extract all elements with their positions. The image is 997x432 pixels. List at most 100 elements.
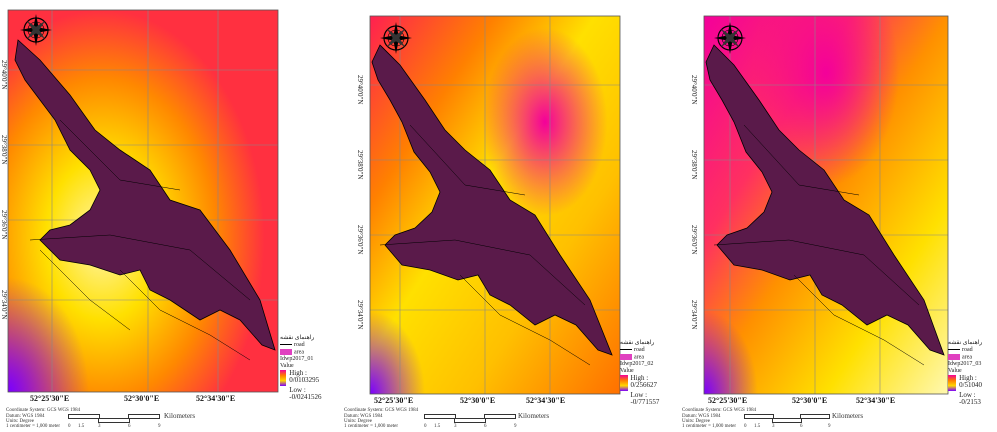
- legend-item: Idwp2017_02: [620, 361, 654, 368]
- lon-label: 52°25'30"E: [30, 394, 70, 403]
- lon-label: 52°25'30"E: [374, 396, 414, 405]
- scale-tick: 3: [98, 424, 101, 429]
- road-swatch: [280, 344, 292, 346]
- legend-value-label: Value: [620, 368, 634, 375]
- map-panel-1: 29°40'0"N 29°38'0"N 29°36'0"N 29°34'0"N …: [0, 0, 322, 432]
- idw-map-1: [7, 9, 279, 393]
- scale-bar: Kilometers 1 centimeter = 1,000 meter 0 …: [6, 412, 206, 432]
- lat-label: 29°36'0"N: [690, 225, 698, 255]
- road-network: [713, 124, 925, 366]
- legend-item: road: [294, 342, 305, 348]
- meta-line: Units: Degree: [682, 419, 710, 424]
- scale-prefix: 1 centimeter = 1,000 meter: [344, 424, 399, 429]
- scale-unit: Kilometers: [164, 412, 196, 420]
- scale-tick: 1.5: [78, 424, 85, 429]
- legend-item: road: [634, 347, 645, 353]
- city-footprint: [705, 44, 945, 356]
- lat-label: 29°40'0"N: [356, 75, 364, 105]
- legend-item: area: [294, 349, 304, 356]
- scale-segment: [128, 414, 160, 419]
- scale-prefix: 1 centimeter = 1,000 meter: [6, 424, 61, 429]
- city-footprint: [371, 44, 613, 356]
- meta-line: Coordinate System: GCS WGS 1984: [682, 408, 757, 413]
- area-swatch: [620, 354, 632, 360]
- legend-item: Idwp2017_03: [948, 361, 982, 368]
- scale-segment: [484, 414, 516, 419]
- meta-line: Datum: WGS 1984: [6, 413, 45, 419]
- scale-tick: 6: [128, 424, 131, 429]
- scale-tick: 6: [484, 424, 487, 429]
- scale-bar: Kilometers 1 centimeter = 1,000 meter 0 …: [682, 412, 882, 432]
- map-legend: راهنمای نقشه road area Idwp2017_02 Value…: [620, 340, 670, 406]
- scale-tick: 1.5: [434, 424, 441, 429]
- map-metadata: Coordinate System: GCS WGS 1984 Datum: W…: [6, 408, 80, 425]
- legend-item: Idwp2017_01: [280, 356, 314, 363]
- lat-label: 29°34'0"N: [356, 300, 364, 330]
- scale-segment: [98, 418, 130, 423]
- meta-line: Coordinate System: GCS WGS 1984: [6, 408, 81, 413]
- map-legend: راهنمای نقشه road area Idwp2017_01 Value…: [280, 335, 324, 401]
- scale-tick: 6: [800, 424, 803, 429]
- legend-value-label: Value: [948, 368, 962, 375]
- scale-tick: 1.5: [754, 424, 761, 429]
- legend-title: راهنمای نقشه: [280, 335, 315, 341]
- scale-segment: [68, 414, 100, 419]
- legend-item: area: [962, 354, 972, 361]
- lon-label: 52°30'0"E: [792, 396, 828, 405]
- lon-label: 52°34'30"E: [526, 396, 566, 405]
- meta-line: Units: Degree: [6, 419, 34, 424]
- lon-label: 52°25'30"E: [708, 396, 748, 405]
- lat-label: 29°34'0"N: [0, 290, 8, 320]
- area-swatch: [280, 349, 292, 355]
- lon-label: 52°30'0"E: [124, 394, 160, 403]
- scale-tick: 0: [744, 424, 747, 429]
- meta-line: Units: Degree: [344, 419, 372, 424]
- scale-tick: 9: [158, 424, 161, 429]
- scale-tick: 9: [828, 424, 831, 429]
- scale-tick: 0: [424, 424, 427, 429]
- legend-item: road: [962, 347, 973, 353]
- map-panel-2: 29°40'0"N 29°38'0"N 29°36'0"N 29°34'0"N …: [340, 0, 670, 432]
- road-swatch: [620, 349, 632, 351]
- scale-segment: [772, 418, 802, 423]
- scale-tick: 3: [772, 424, 775, 429]
- lon-label: 52°34'30"E: [196, 394, 236, 403]
- lat-label: 29°38'0"N: [690, 150, 698, 180]
- legend-title: راهنمای نقشه: [948, 340, 983, 346]
- scale-tick: 0: [68, 424, 71, 429]
- scale-segment: [744, 414, 774, 419]
- lon-label: 52°30'0"E: [460, 396, 496, 405]
- legend-title: راهنمای نقشه: [620, 340, 655, 346]
- scale-segment: [454, 418, 486, 423]
- map-metadata: Coordinate System: GCS WGS 1984 Datum: W…: [682, 408, 756, 425]
- color-ramp: [620, 375, 628, 392]
- lat-label: 29°34'0"N: [690, 300, 698, 330]
- road-swatch: [948, 349, 960, 351]
- area-swatch: [948, 354, 960, 360]
- lat-label: 29°38'0"N: [356, 150, 364, 180]
- lat-label: 29°40'0"N: [690, 75, 698, 105]
- color-ramp: [948, 375, 957, 392]
- lat-label: 29°38'0"N: [0, 135, 8, 165]
- idw-map-3: [703, 15, 949, 395]
- color-ramp: [280, 370, 287, 387]
- legend-high: High : 0/256627: [630, 374, 657, 390]
- map-legend: راهنمای نقشه road area Idwp2017_03 Value…: [948, 340, 997, 406]
- north-arrow-icon: [20, 14, 52, 46]
- scale-tick: 3: [454, 424, 457, 429]
- scale-unit: Kilometers: [832, 412, 864, 420]
- lat-label: 29°36'0"N: [0, 210, 8, 240]
- city-footprint: [14, 39, 276, 351]
- map-panel-3: 29°40'0"N 29°38'0"N 29°36'0"N 29°34'0"N …: [680, 0, 997, 432]
- legend-low: Low : -0/2153: [959, 391, 981, 407]
- scale-unit: Kilometers: [518, 412, 550, 420]
- lon-label: 52°34'30"E: [856, 396, 896, 405]
- legend-value-label: Value: [280, 363, 294, 370]
- legend-high: High : 0/51040: [959, 374, 983, 390]
- scale-segment: [424, 414, 456, 419]
- scale-tick: 9: [514, 424, 517, 429]
- north-arrow-icon: [714, 22, 746, 54]
- lat-label: 29°40'0"N: [0, 60, 8, 90]
- legend-item: area: [634, 354, 644, 361]
- map-metadata: Coordinate System: GCS WGS 1984 Datum: W…: [344, 408, 418, 425]
